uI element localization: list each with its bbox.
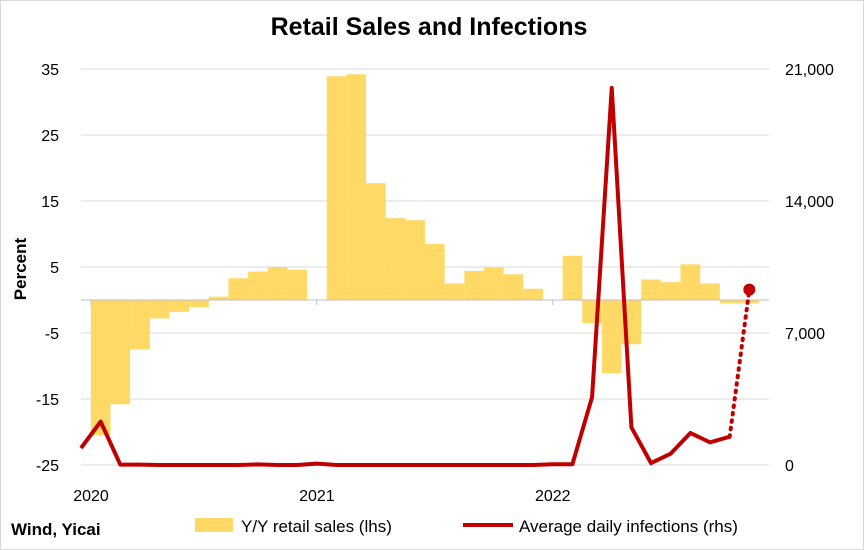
bar-retail-sales-27: [660, 282, 681, 300]
retail-sales-bars: [90, 74, 760, 436]
y-tick-label-2: 15: [41, 194, 59, 211]
bar-retail-sales-30: [719, 300, 740, 304]
source-label: Wind, Yicai: [11, 520, 101, 539]
chart-title: Retail Sales and Infections: [271, 13, 588, 41]
legend-label-infections: Average daily infections (rhs): [519, 517, 738, 536]
bar-retail-sales-16: [425, 243, 445, 300]
bar-retail-sales-15: [405, 220, 425, 300]
y-tick-label-3: 5: [50, 260, 59, 277]
bar-retail-sales-20: [503, 274, 524, 300]
legend-swatch-retail-sales: [195, 518, 233, 532]
bar-retail-sales-12: [346, 74, 367, 300]
bar-retail-sales-29: [700, 283, 720, 300]
legend: Y/Y retail sales (lhs) Average daily inf…: [195, 517, 738, 536]
line-infections-projection: [727, 287, 752, 439]
bar-retail-sales-10: [287, 269, 308, 300]
legend-label-retail-sales: Y/Y retail sales (lhs): [241, 517, 392, 536]
bar-retail-sales-9: [267, 267, 288, 300]
bar-retail-sales-19: [483, 267, 504, 300]
y-tick-label-1: 25: [41, 128, 59, 145]
y-axis-label: Percent: [11, 237, 30, 300]
bar-retail-sales-17: [444, 283, 465, 300]
bar-retail-sales-22: [562, 255, 583, 300]
x-tick-label-2: 2022: [535, 488, 571, 505]
bar-retail-sales-26: [641, 279, 661, 300]
bar-retail-sales-0: [90, 300, 111, 436]
y-tick-label-0: 35: [41, 62, 59, 79]
bar-retail-sales-21: [523, 288, 543, 300]
x-tick-label-0: 2020: [73, 488, 109, 505]
bar-retail-sales-14: [385, 218, 406, 300]
bar-retail-sales-28: [680, 264, 701, 300]
bar-retail-sales-7: [228, 278, 249, 300]
bar-retail-sales-8: [248, 271, 268, 300]
tick-labels: 35 25 15 5 -5 -15 -25 21,000 14,000 7,000 0 2020 202…: [36, 62, 834, 505]
y2-tick-label-3: 0: [785, 458, 794, 475]
line-infections: [79, 85, 731, 467]
bar-retail-sales-24: [601, 300, 622, 374]
point-infections-latest: [743, 283, 756, 296]
bar-retail-sales-2: [130, 300, 150, 350]
bar-retail-sales-1: [110, 300, 131, 405]
bar-retail-sales-4: [169, 300, 190, 312]
bar-retail-sales-11: [326, 76, 347, 300]
axes: [81, 299, 769, 305]
y2-tick-label-2: 7,000: [785, 326, 825, 343]
bar-retail-sales-18: [464, 270, 484, 300]
y2-tick-label-0: 21,000: [785, 62, 834, 79]
y-tick-label-5: -15: [36, 392, 59, 409]
x-tick-label-1: 2021: [299, 488, 335, 505]
infections-line: [79, 85, 756, 467]
y-tick-label-6: -25: [36, 458, 59, 475]
y-tick-label-4: -5: [45, 326, 59, 343]
y2-tick-label-1: 14,000: [785, 194, 834, 211]
bar-retail-sales-5: [189, 300, 209, 308]
bar-retail-sales-6: [208, 296, 229, 300]
bar-retail-sales-3: [149, 300, 170, 319]
bar-retail-sales-13: [366, 183, 386, 300]
